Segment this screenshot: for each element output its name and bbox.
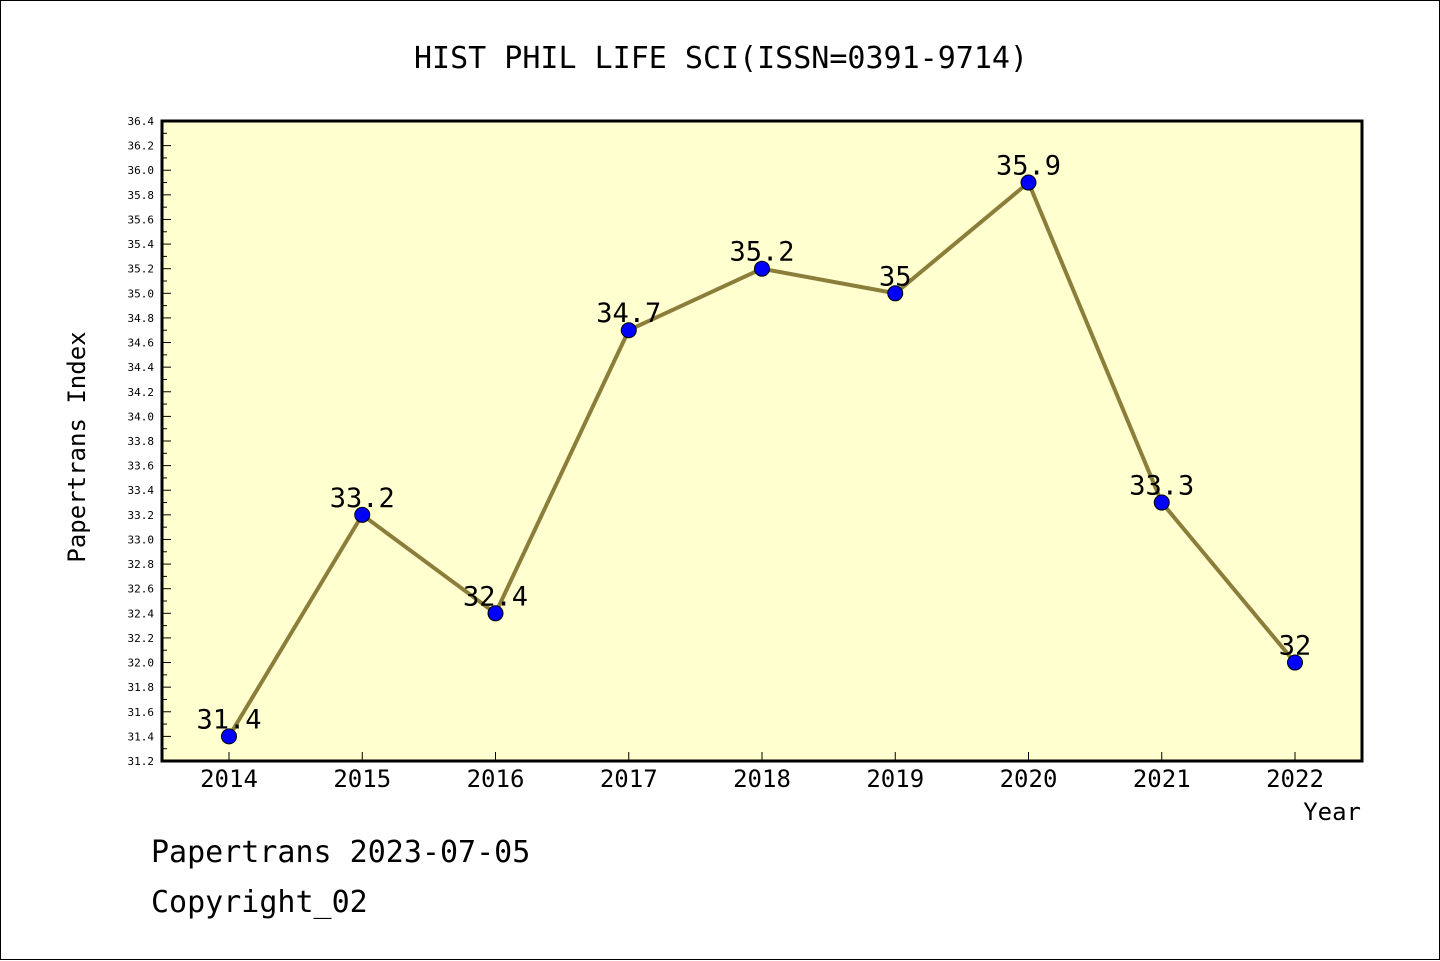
- y-tick-label: 36.4: [128, 115, 155, 128]
- y-tick-label: 35.2: [128, 263, 155, 276]
- y-tick-label: 33.4: [128, 484, 155, 497]
- data-point-marker: [354, 506, 371, 523]
- data-point-label: 31.4: [196, 704, 261, 735]
- y-tick-label: 32.8: [128, 558, 155, 571]
- x-tick-label: 2019: [866, 765, 924, 793]
- y-tick-label: 33.6: [128, 460, 155, 473]
- y-tick-label: 34.4: [128, 361, 155, 374]
- y-axis-label: Papertrans Index: [63, 331, 91, 562]
- data-point-marker: [487, 605, 504, 622]
- y-axis: 31.2 31.4 31.6 31.8 32.0 32.2 32.4 32.6 32.8 33.0…: [128, 115, 171, 768]
- x-tick-label: 2016: [467, 765, 525, 793]
- data-point-label: 33.2: [330, 483, 395, 514]
- y-tick-label: 33.8: [128, 435, 155, 448]
- x-tick-label: 2020: [1000, 765, 1058, 793]
- data-point-marker: [754, 260, 770, 277]
- data-point-label: 34.7: [596, 298, 661, 329]
- x-tick-label: 2014: [200, 765, 258, 793]
- y-tick-label: 33.2: [128, 509, 155, 522]
- x-tick-label: 2017: [600, 765, 658, 793]
- y-tick-label: 31.2: [128, 755, 155, 768]
- data-point-label: 33.3: [1129, 471, 1194, 502]
- x-tick-label: 2018: [733, 765, 791, 793]
- data-point-marker: [1020, 174, 1037, 191]
- data-point-label: 35.9: [996, 151, 1061, 182]
- y-tick-label: 31.6: [128, 706, 155, 719]
- x-axis: 2014 2015 2016 2017 2018 2019 2020 2021 2022: [200, 752, 1324, 793]
- plot-area: [160, 119, 1364, 763]
- y-tick-label: 34.6: [128, 337, 155, 350]
- chart-title: HIST PHIL LIFE SCI(ISSN=0391-9714): [414, 41, 1028, 76]
- y-tick-label: 32.2: [128, 632, 155, 645]
- y-tick-label: 36.0: [128, 164, 155, 177]
- data-point-label: 32: [1279, 631, 1312, 662]
- y-tick-label: 35.6: [128, 213, 155, 226]
- y-tick-label: 36.2: [128, 140, 155, 153]
- y-tick-label: 34.0: [128, 410, 155, 423]
- data-point-marker: [887, 285, 904, 302]
- x-tick-label: 2015: [333, 765, 391, 793]
- y-tick-label: 31.4: [128, 730, 155, 743]
- data-labels: 31.4 33.2 32.4 34.7 35.2 35 35.9 33.3 32: [196, 151, 1311, 736]
- data-point-label: 32.4: [463, 581, 528, 612]
- x-tick-label: 2022: [1266, 765, 1324, 793]
- data-point-marker: [620, 322, 637, 339]
- y-tick-label: 32.6: [128, 583, 155, 596]
- y-tick-label: 35.8: [128, 189, 155, 202]
- data-point-label: 35.2: [729, 237, 794, 268]
- x-axis-label: Year: [1303, 798, 1361, 826]
- data-point-label: 35: [879, 261, 912, 292]
- data-point-marker: [1153, 494, 1170, 511]
- y-tick-label: 33.0: [128, 533, 155, 546]
- data-markers: [221, 174, 1303, 745]
- y-tick-label: 35.0: [128, 287, 155, 300]
- y-tick-label: 35.4: [128, 238, 155, 251]
- y-tick-label: 34.2: [128, 386, 155, 399]
- x-tick-label: 2021: [1133, 765, 1191, 793]
- y-tick-label: 32.4: [128, 607, 155, 620]
- y-tick-label: 32.0: [128, 657, 155, 670]
- footer-date-text: Papertrans 2023-07-05: [151, 835, 531, 870]
- y-tick-label: 31.8: [128, 681, 155, 694]
- data-point-marker: [1287, 654, 1303, 671]
- data-point-marker: [221, 728, 237, 745]
- y-tick-label: 34.8: [128, 312, 155, 325]
- footer-copyright-text: Copyright_02: [151, 885, 368, 920]
